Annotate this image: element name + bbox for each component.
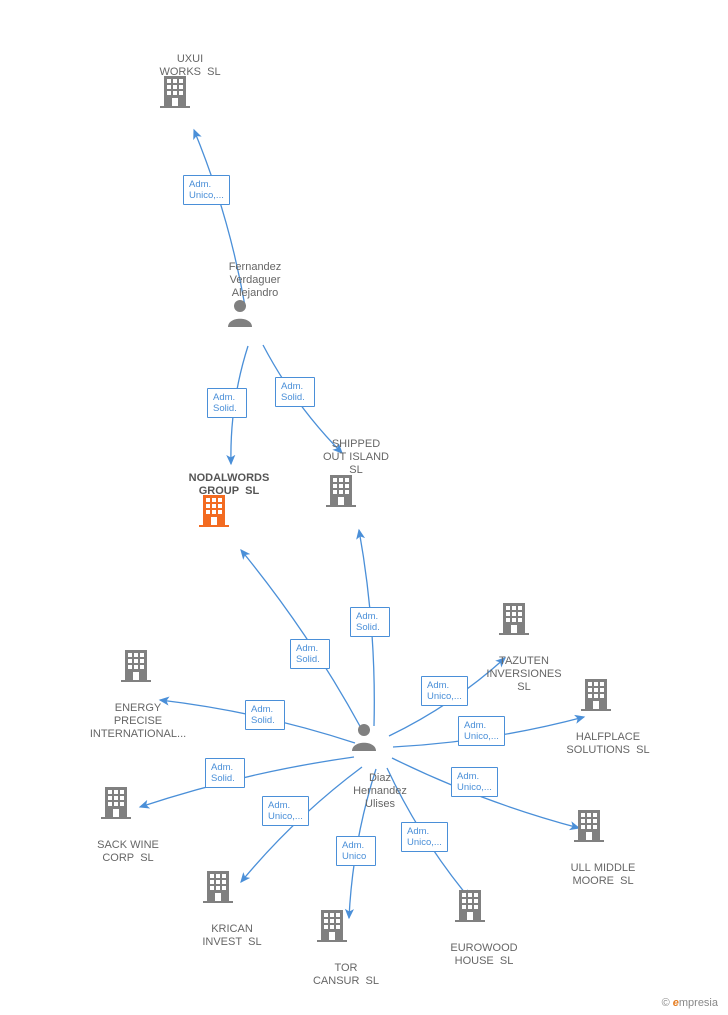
node-label-shipped[interactable]: SHIPPEDOUT ISLANDSL (296, 438, 416, 477)
node-label-torcansur[interactable]: TORCANSUR SL (286, 962, 406, 988)
building-icon[interactable] (499, 603, 529, 635)
edge-label-diaz-shipped: Adm. Solid. (350, 607, 390, 637)
node-label-krican[interactable]: KRICANINVEST SL (172, 923, 292, 949)
node-label-sackwine[interactable]: SACK WINECORP SL (68, 839, 188, 865)
node-label-halfplace[interactable]: HALFPLACESOLUTIONS SL (548, 731, 668, 757)
edge-label-diaz-ullmiddle: Adm. Unico,... (451, 767, 498, 797)
building-icon[interactable] (101, 787, 131, 819)
node-label-ullmiddle[interactable]: ULL MIDDLEMOORE SL (543, 862, 663, 888)
building-icon[interactable] (160, 76, 190, 108)
edge-label-diaz-krican: Adm. Unico,... (262, 796, 309, 826)
building-icon[interactable] (121, 650, 151, 682)
watermark: © empresia (662, 997, 718, 1009)
edge-label-diaz-energy: Adm. Solid. (245, 700, 285, 730)
edge-label-diaz-eurowood: Adm. Unico,... (401, 822, 448, 852)
node-label-diaz[interactable]: DiazHernandezUlises (320, 772, 440, 811)
edge-label-diaz-sackwine: Adm. Solid. (205, 758, 245, 788)
edge-label-fernandez-uxui: Adm. Unico,... (183, 175, 230, 205)
node-label-tazuten[interactable]: TAZUTENINVERSIONESSL (464, 655, 584, 694)
edge-label-diaz-nodalwords: Adm. Solid. (290, 639, 330, 669)
building-icon[interactable] (317, 910, 347, 942)
copyright-symbol: © (662, 997, 670, 1009)
building-icon[interactable] (455, 890, 485, 922)
edge-label-diaz-tazuten: Adm. Unico,... (421, 676, 468, 706)
person-icon[interactable] (228, 300, 252, 327)
edge-label-fernandez-nodalwords: Adm. Solid. (207, 388, 247, 418)
person-icon[interactable] (352, 724, 376, 751)
building-icon[interactable] (326, 475, 356, 507)
node-label-eurowood[interactable]: EUROWOODHOUSE SL (424, 942, 544, 968)
node-label-energy[interactable]: ENERGYPRECISEINTERNATIONAL... (78, 702, 198, 741)
building-focus-icon[interactable] (199, 495, 229, 527)
node-label-uxui[interactable]: UXUIWORKS SL (130, 53, 250, 79)
node-label-nodalwords[interactable]: NODALWORDSGROUP SL (169, 472, 289, 498)
node-label-fernandez[interactable]: FernandezVerdaguerAlejandro (195, 261, 315, 300)
brand-rest: mpresia (679, 997, 718, 1009)
edge-label-diaz-torcansur: Adm. Unico (336, 836, 376, 866)
building-icon[interactable] (203, 871, 233, 903)
edge-label-diaz-halfplace: Adm. Unico,... (458, 716, 505, 746)
edge-label-fernandez-shipped: Adm. Solid. (275, 377, 315, 407)
building-icon[interactable] (581, 679, 611, 711)
building-icon[interactable] (574, 810, 604, 842)
